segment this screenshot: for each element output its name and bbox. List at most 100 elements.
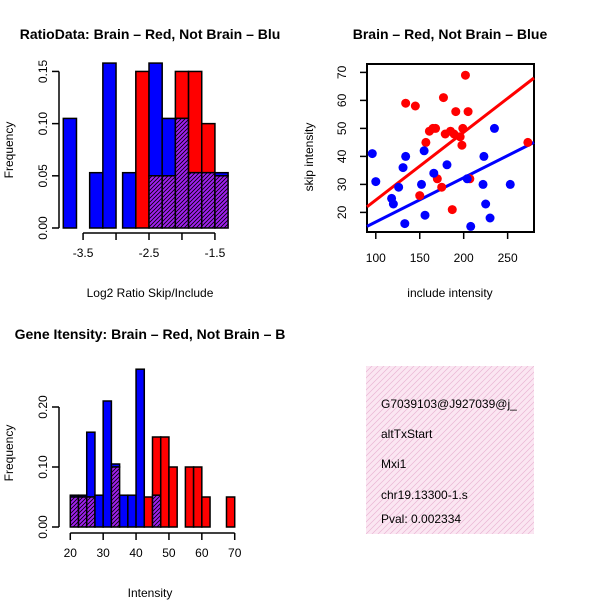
y-tick-label: 30 [335, 177, 349, 191]
scatter-xlabel: include intensity [407, 286, 492, 300]
brain-point [457, 140, 467, 150]
not-brain-bar [118, 494, 129, 528]
info-event-type: altTxStart [381, 427, 433, 441]
x-tick-label: 100 [366, 251, 386, 265]
brain-point [438, 93, 448, 103]
overlap-bar-hatch [70, 497, 79, 527]
brain-bar [192, 466, 203, 528]
not-brain-bar [121, 171, 137, 229]
y-tick-label: 60 [335, 93, 349, 107]
x-tick-label: -1.5 [205, 246, 226, 260]
brain-bar [225, 496, 236, 528]
y-tick-label: 0.15 [36, 59, 50, 83]
brain-bar [200, 122, 216, 174]
brain-point [410, 101, 420, 111]
brain-point [415, 191, 425, 201]
x-tick-label: 20 [64, 546, 78, 560]
ratio-hist-axes: -3.5 -2.5 -1.5 0.00 0.05 0.10 0.15 [36, 59, 226, 260]
overlap-bar-hatch [162, 175, 176, 228]
overlap-bar-hatch [149, 175, 163, 228]
scatter-panel: Brain – Red, Not Brain – Blue include in… [302, 26, 547, 300]
overlap-bar-hatch [152, 495, 161, 527]
info-locus: chr19.13300-1.s [381, 488, 468, 502]
y-tick-label: 70 [335, 65, 349, 79]
brain-point [421, 137, 431, 147]
not-brain-bar [85, 431, 96, 498]
not-brain-point [429, 168, 439, 178]
brain-point [460, 70, 470, 80]
x-tick-label: 150 [410, 251, 430, 265]
ratio-hist-title: RatioData: Brain – Red, Not Brain – Blu [20, 26, 281, 42]
info-gene-symbol: Mxi1 [381, 457, 407, 471]
y-tick-label: 20 [335, 205, 349, 219]
info-event-id: G7039103@J927039@j_ [381, 397, 517, 411]
not-brain-bar [62, 117, 78, 229]
brain-bar [168, 466, 178, 528]
brain-bar [143, 496, 154, 528]
brain-bar [151, 436, 162, 496]
x-tick-label: 250 [498, 251, 518, 265]
y-tick-label: 40 [335, 149, 349, 163]
y-tick-label: 0.00 [36, 216, 50, 240]
not-brain-point [479, 151, 489, 161]
overlap-bar-hatch [188, 172, 202, 228]
not-brain-point [462, 174, 472, 184]
scatter-axes: 100 150 200 250 20 30 40 50 60 70 [335, 65, 518, 265]
brain-point [447, 205, 457, 215]
not-brain-point [416, 179, 426, 189]
not-brain-point [388, 199, 398, 209]
not-brain-point [420, 210, 430, 220]
overlap-bar-hatch [86, 497, 95, 527]
intensity-hist-ylabel: Frequency [2, 425, 16, 482]
not-brain-fit-line [366, 141, 535, 228]
scatter-ylabel: skip intensity [302, 123, 316, 192]
info-panel: G7039103@J927039@j_ altTxStart Mxi1 chr1… [366, 366, 534, 534]
brain-point [437, 182, 447, 192]
brain-point [431, 123, 441, 133]
scatter-points [367, 70, 533, 231]
intensity-histogram-panel: Gene Itensity: Brain – Red, Not Brain – … [2, 326, 285, 600]
x-tick-label: -2.5 [139, 246, 160, 260]
y-tick-label: 0.10 [36, 112, 50, 136]
x-tick-label: 60 [195, 546, 209, 560]
brain-point [523, 137, 533, 147]
ratio-hist-xlabel: Log2 Ratio Skip/Include [87, 286, 214, 300]
x-tick-label: 30 [96, 546, 110, 560]
overlap-bar-hatch [111, 467, 120, 527]
overlap-bar-hatch [201, 172, 215, 228]
intensity-hist-xlabel: Intensity [128, 586, 173, 600]
not-brain-point [466, 221, 476, 231]
not-brain-bar [148, 62, 163, 177]
y-tick-label: 0.10 [36, 455, 50, 479]
brain-bar [159, 436, 170, 528]
overlap-bar-hatch [175, 118, 189, 228]
scatter-title: Brain – Red, Not Brain – Blue [353, 26, 548, 42]
brain-bar [184, 466, 195, 528]
brain-bar [174, 70, 190, 120]
intensity-hist-title: Gene Itensity: Brain – Red, Not Brain – … [15, 326, 286, 342]
x-tick-label: 70 [228, 546, 242, 560]
not-brain-point [505, 179, 515, 189]
overlap-bar-hatch [214, 175, 229, 228]
intensity-hist-axes: 20 30 40 50 60 70 0.00 0.10 0.20 [36, 395, 242, 560]
not-brain-point [481, 199, 491, 209]
brain-bar [135, 70, 150, 229]
brain-point [463, 107, 473, 117]
not-brain-bar [127, 494, 137, 528]
not-brain-bar [94, 494, 104, 528]
brain-bar [201, 496, 211, 528]
not-brain-point [419, 146, 429, 156]
intensity-hist-bars [69, 368, 236, 528]
x-tick-label: -3.5 [73, 246, 94, 260]
not-brain-point [478, 179, 488, 189]
not-brain-point [400, 219, 410, 229]
ratio-histogram-panel: RatioData: Brain – Red, Not Brain – Blu … [2, 26, 280, 300]
not-brain-point [394, 182, 404, 192]
x-tick-label: 200 [454, 251, 474, 265]
info-panel-background [366, 366, 534, 534]
not-brain-bar [161, 117, 177, 177]
not-brain-point [398, 163, 408, 173]
not-brain-point [485, 213, 495, 223]
not-brain-point [371, 177, 381, 187]
not-brain-point [367, 149, 377, 159]
